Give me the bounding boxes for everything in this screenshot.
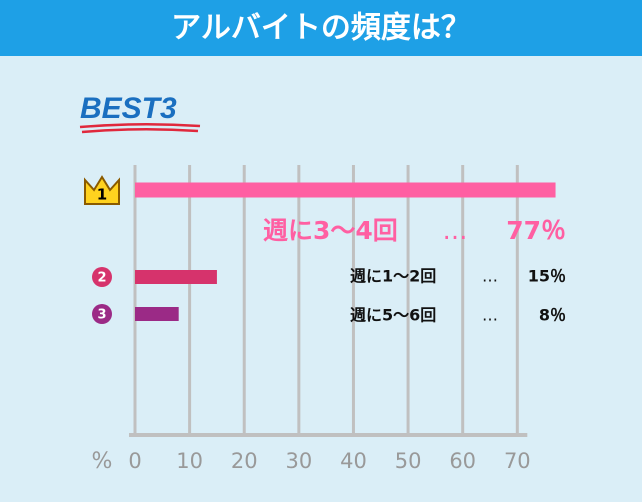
x-tick-label: 10 [176, 449, 203, 473]
rank-label: 1 [97, 186, 107, 204]
bar [135, 182, 556, 198]
x-tick-label: 50 [395, 449, 422, 473]
value-label: 8％ [539, 306, 566, 325]
value-label: 15％ [528, 267, 566, 286]
x-tick-label: 0 [128, 449, 141, 473]
badge-underline [79, 122, 201, 134]
bar [135, 307, 179, 321]
badge: BEST3 [80, 92, 177, 125]
value-label: 77％ [506, 216, 566, 245]
x-tick-label: 60 [449, 449, 476, 473]
chart-title: アルバイトの頻度は？ [171, 11, 471, 46]
bar [135, 270, 217, 284]
category-label: 週に3〜4回 [263, 216, 398, 245]
rank-label: 3 [97, 308, 106, 323]
separator: … [443, 216, 468, 245]
category-label: 週に1〜2回 [350, 267, 436, 286]
rank-badge [92, 267, 112, 287]
rank-label: 2 [97, 271, 106, 286]
separator: … [482, 267, 498, 286]
rank-crown [84, 175, 120, 205]
x-tick-label: 30 [285, 449, 312, 473]
x-axis-label: % [92, 449, 113, 474]
x-tick-label: 70 [504, 449, 531, 473]
rank-badge [92, 304, 112, 324]
x-tick-label: 20 [231, 449, 258, 473]
separator: … [482, 306, 498, 325]
header [0, 0, 642, 56]
x-tick-label: 40 [340, 449, 367, 473]
category-label: 週に5〜6回 [350, 306, 436, 325]
